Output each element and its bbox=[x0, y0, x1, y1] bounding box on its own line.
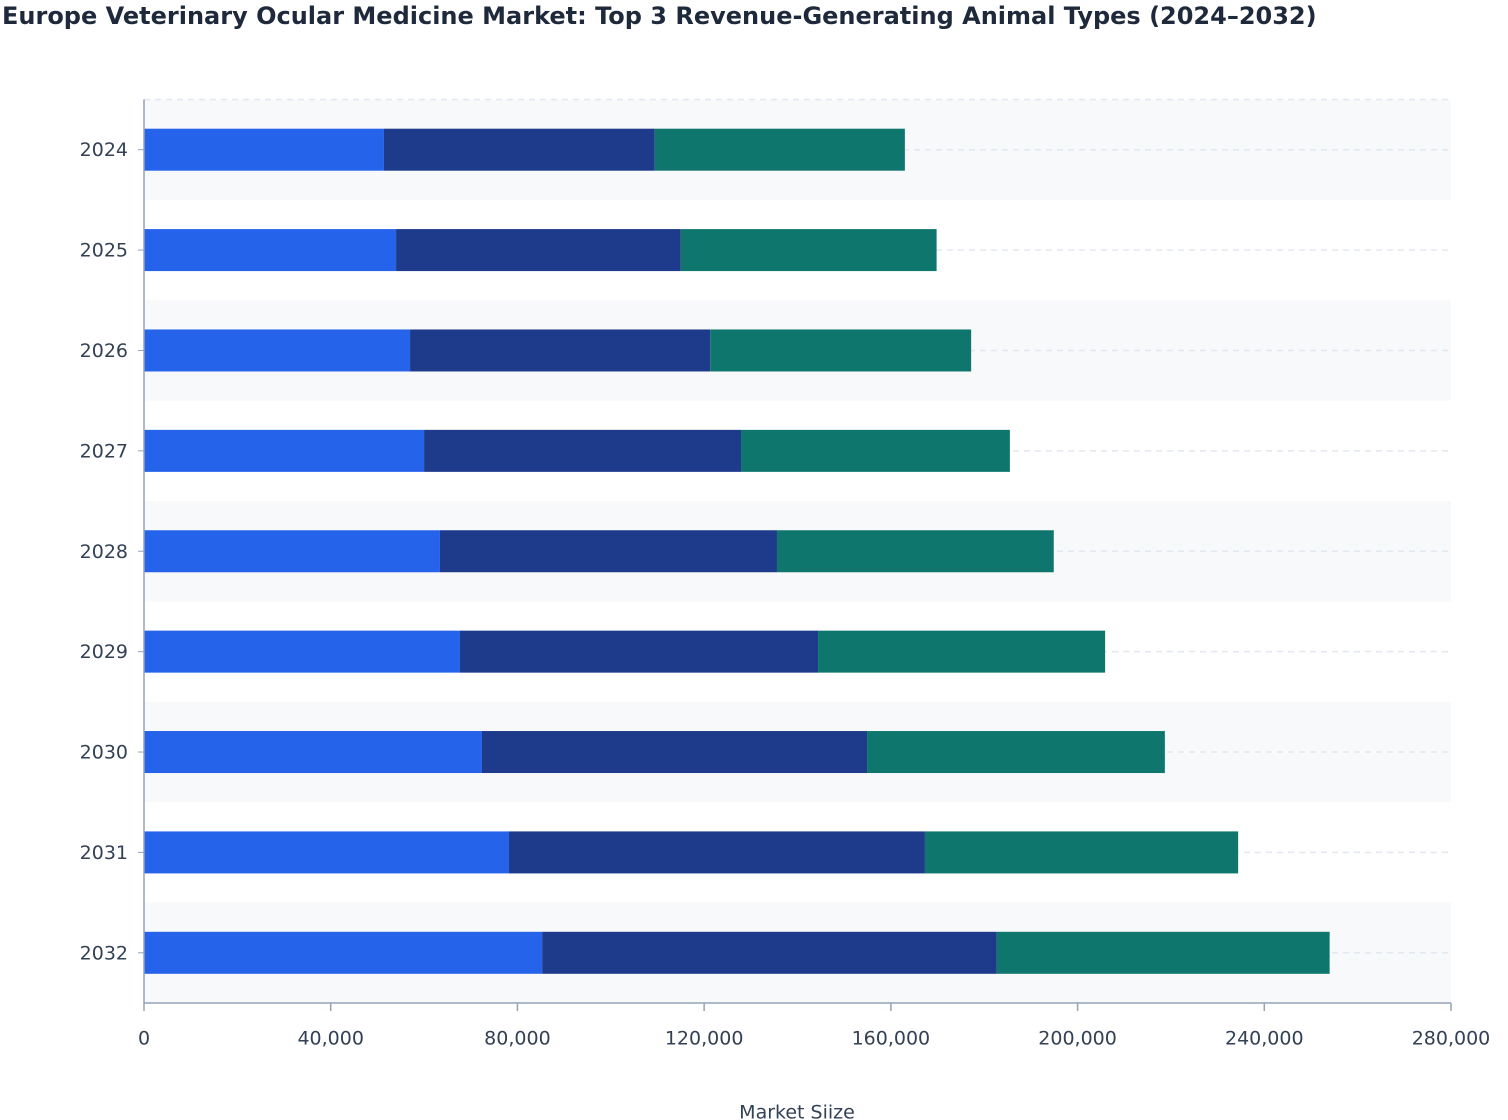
bar-segment bbox=[481, 731, 868, 774]
bar-segment bbox=[144, 128, 384, 171]
bar-segment bbox=[383, 128, 655, 171]
y-tick-label: 2026 bbox=[80, 340, 128, 362]
chart-title: Europe Veterinary Ocular Medicine Market… bbox=[2, 2, 1317, 30]
x-tick-label: 240,000 bbox=[1225, 1028, 1304, 1050]
x-tick-label: 120,000 bbox=[665, 1028, 744, 1050]
y-tick-label: 2030 bbox=[80, 742, 128, 764]
bar-segment bbox=[818, 630, 1106, 673]
bar-segment bbox=[924, 831, 1239, 874]
bar-segment bbox=[460, 630, 819, 673]
x-tick-label: 0 bbox=[138, 1028, 150, 1050]
bar-segment bbox=[509, 831, 925, 874]
x-tick-label: 280,000 bbox=[1412, 1028, 1491, 1050]
bar-segment bbox=[144, 229, 397, 272]
bar-segment bbox=[867, 731, 1165, 774]
y-tick-label: 2032 bbox=[80, 942, 128, 964]
y-tick-label: 2025 bbox=[80, 240, 128, 262]
y-tick-label: 2029 bbox=[80, 641, 128, 663]
bar-segment bbox=[144, 630, 461, 673]
bar-segment bbox=[144, 429, 425, 472]
bar-segment bbox=[710, 329, 972, 372]
bar-segment bbox=[144, 329, 411, 372]
bar-segment bbox=[776, 530, 1054, 573]
bar-segment bbox=[439, 530, 777, 573]
bar-segment bbox=[144, 731, 482, 774]
y-tick-label: 2024 bbox=[80, 139, 128, 161]
y-tick-label: 2027 bbox=[80, 440, 128, 462]
x-tick-label: 80,000 bbox=[484, 1028, 550, 1050]
bar-segment bbox=[410, 329, 711, 372]
bar-segment bbox=[144, 530, 440, 573]
x-tick-label: 200,000 bbox=[1038, 1028, 1117, 1050]
bar-segment bbox=[654, 128, 905, 171]
x-axis-label: Market Siize bbox=[739, 1102, 855, 1120]
y-tick-label: 2031 bbox=[80, 842, 128, 864]
bar-segment bbox=[144, 931, 543, 974]
bar-segment bbox=[680, 229, 937, 272]
y-tick-label: 2028 bbox=[80, 541, 128, 563]
bar-segment bbox=[741, 429, 1010, 472]
bar-segment bbox=[542, 931, 997, 974]
bar-segment bbox=[996, 931, 1330, 974]
x-tick-label: 40,000 bbox=[297, 1028, 363, 1050]
bar-segment bbox=[424, 429, 742, 472]
bar-segment bbox=[396, 229, 681, 272]
x-tick-label: 160,000 bbox=[852, 1028, 931, 1050]
bar-segment bbox=[144, 831, 510, 874]
